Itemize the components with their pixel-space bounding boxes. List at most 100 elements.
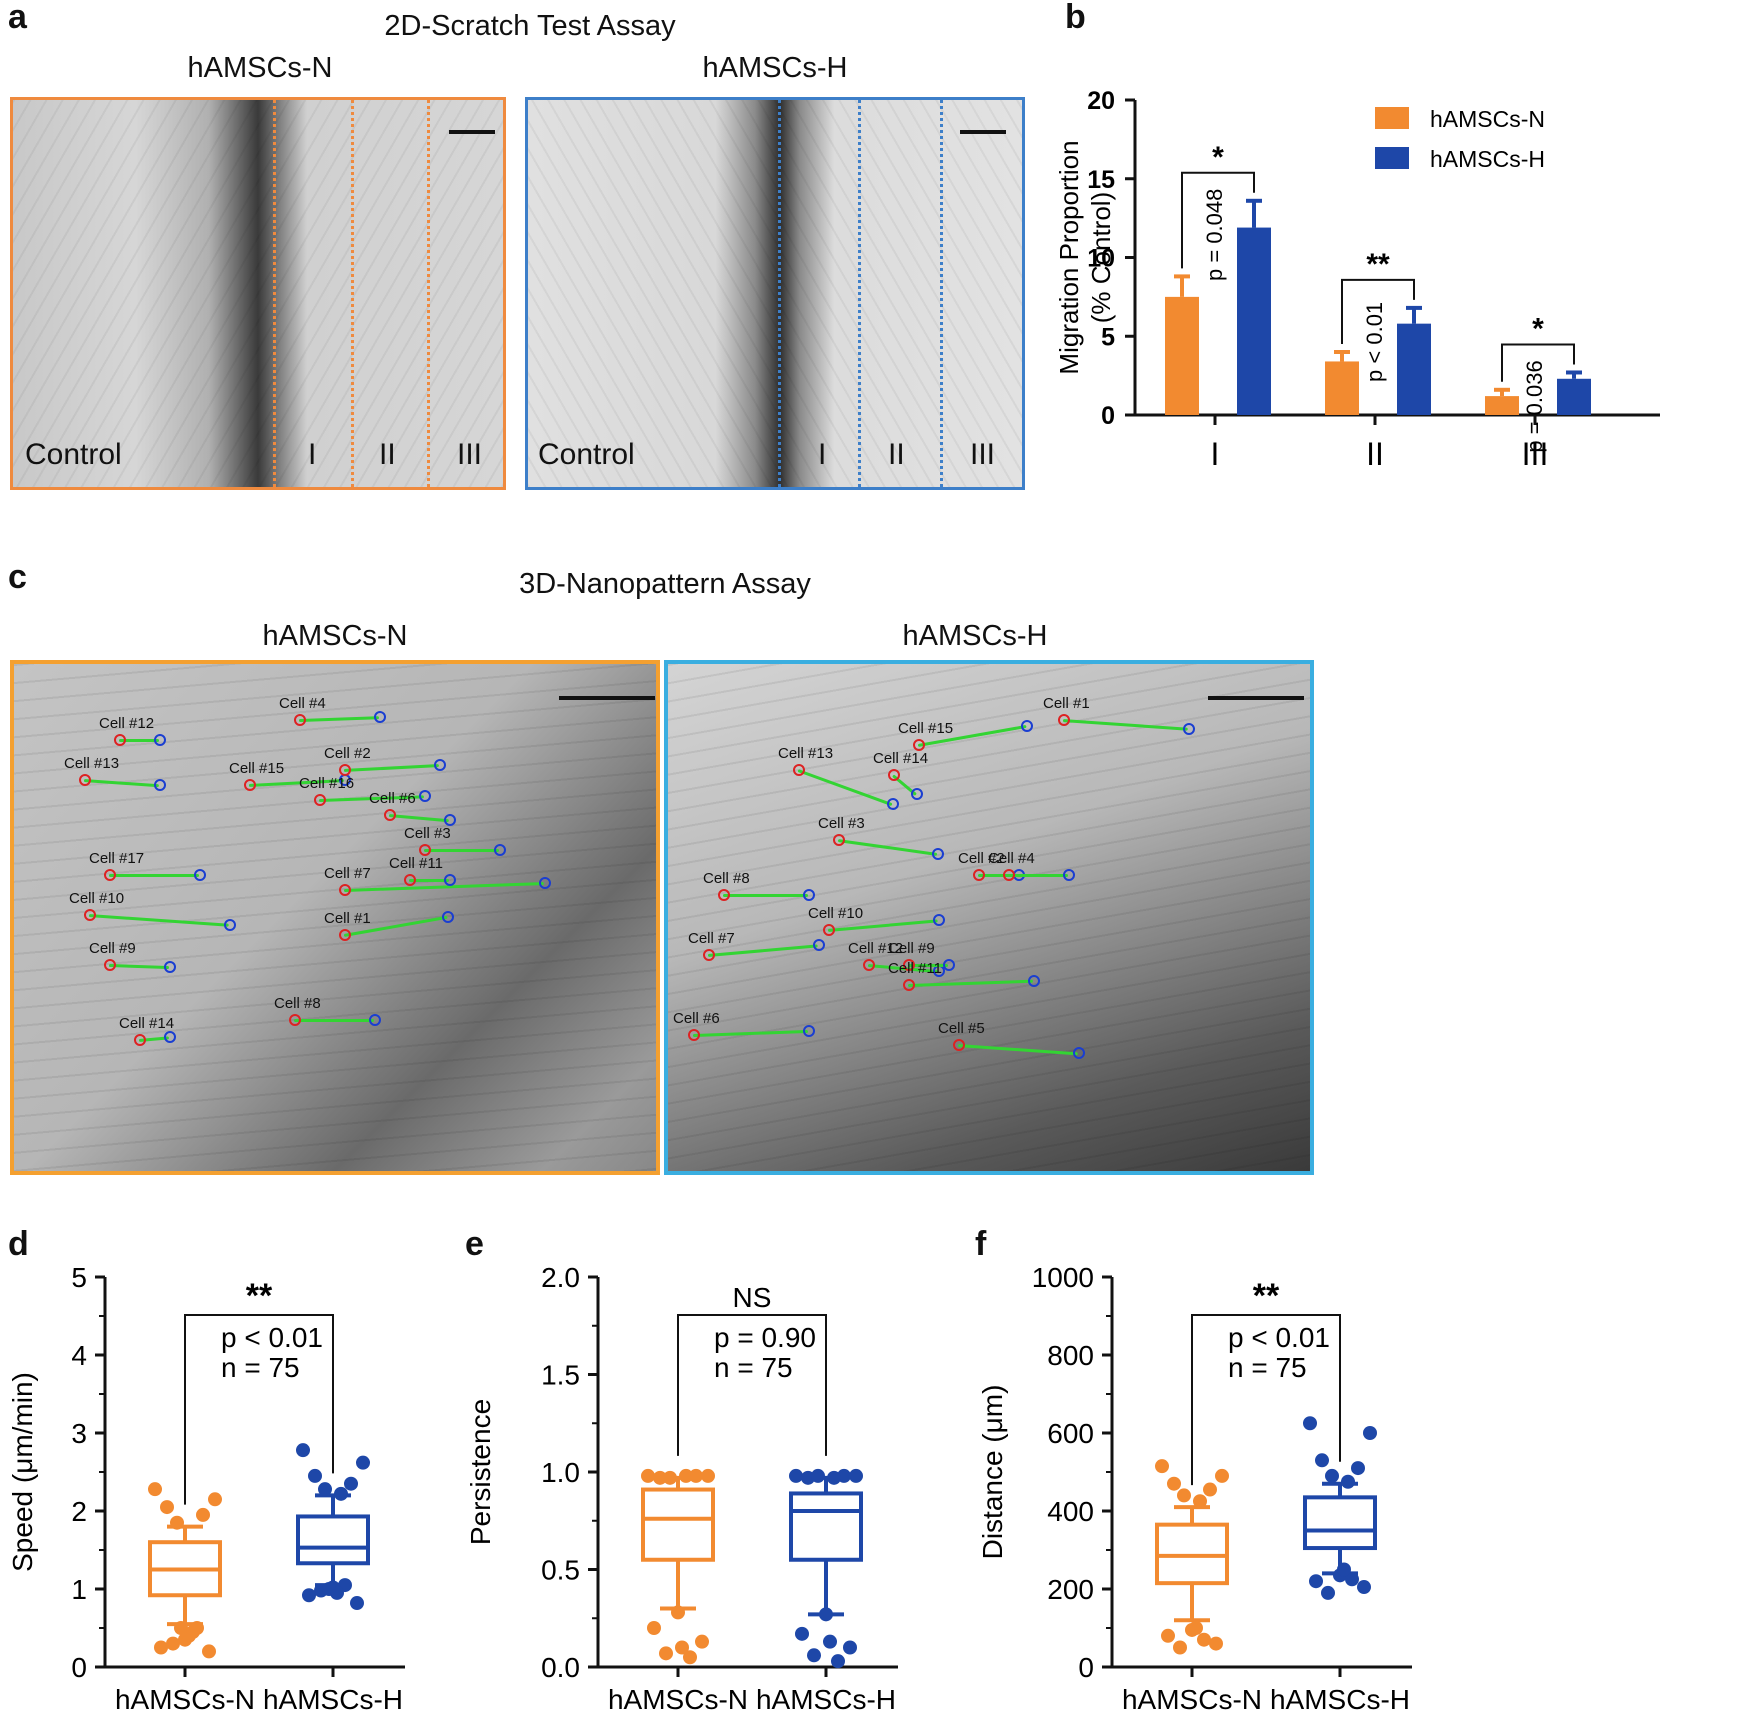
control-label: Control xyxy=(538,438,635,471)
track-start-marker xyxy=(888,769,900,781)
outlier-point xyxy=(653,1470,667,1485)
outlier-point xyxy=(811,1468,825,1483)
cell-track-label: Cell #13 xyxy=(64,755,120,772)
cell-track xyxy=(119,739,159,742)
cell-track-label: Cell #9 xyxy=(888,940,935,957)
track-end-marker xyxy=(153,779,166,792)
cell-track xyxy=(723,894,808,897)
outlier-point xyxy=(296,1443,310,1458)
track-start-marker xyxy=(823,924,835,936)
x-tick-label: hAMSCs-H xyxy=(1270,1684,1410,1715)
track-end-marker xyxy=(1063,869,1075,881)
y-tick-label: 1 xyxy=(71,1574,87,1605)
zone-line-1 xyxy=(273,100,276,487)
outlier-point xyxy=(1177,1488,1191,1503)
track-start-marker xyxy=(718,889,730,901)
cell-track-label: Cell #1 xyxy=(1043,695,1090,712)
p-value-label: p < 0.01 xyxy=(1228,1322,1330,1353)
y-tick-label: 600 xyxy=(1047,1418,1094,1449)
outlier-point xyxy=(1167,1476,1181,1491)
panel-label-f: f xyxy=(975,1225,987,1263)
outlier-point xyxy=(819,1607,833,1622)
track-end-marker xyxy=(886,798,899,811)
cell-track-label: Cell #14 xyxy=(873,750,929,767)
cell-track-label: Cell #14 xyxy=(119,1015,175,1032)
significance-bracket xyxy=(677,1314,827,1456)
outlier-point xyxy=(1351,1461,1365,1476)
outlier-point xyxy=(659,1646,673,1661)
x-tick-label: II xyxy=(1366,436,1384,472)
outlier-point xyxy=(695,1634,709,1649)
outlier-point xyxy=(196,1507,210,1522)
zone-line-2 xyxy=(351,100,354,487)
zone-label-II: II xyxy=(888,438,905,471)
box-hypoxic xyxy=(1303,1495,1377,1551)
outlier-point xyxy=(344,1476,358,1491)
outlier-point xyxy=(827,1470,841,1485)
cell-track-label: Cell #1 xyxy=(324,910,371,927)
outlier-point xyxy=(1363,1426,1377,1440)
legend-label-normoxic: hAMSCs-N xyxy=(1430,106,1545,132)
box-hypoxic xyxy=(789,1491,863,1562)
y-tick-label: 0 xyxy=(1101,402,1115,430)
y-tick-label: 4 xyxy=(71,1340,87,1371)
zone-label-III: III xyxy=(457,438,483,471)
track-start-marker xyxy=(104,869,116,881)
zone-label-I: I xyxy=(818,438,827,471)
track-end-marker xyxy=(1182,722,1195,735)
y-tick-label: 0.5 xyxy=(541,1555,580,1586)
track-start-marker xyxy=(244,779,256,791)
cell-track-label: Cell #17 xyxy=(89,850,145,867)
track-end-marker xyxy=(433,759,446,772)
outlier-point xyxy=(689,1468,703,1483)
outlier-point xyxy=(1341,1474,1355,1489)
p-value-label: p = 0.90 xyxy=(714,1322,816,1353)
bar-hypoxic xyxy=(1397,323,1431,415)
track-start-marker xyxy=(903,959,915,971)
y-tick-label: 1000 xyxy=(1032,1262,1094,1293)
zone-line-3 xyxy=(940,100,943,487)
x-tick-label: hAMSCs-N xyxy=(1122,1684,1262,1715)
box-normoxic xyxy=(641,1487,715,1562)
cell-track-label: Cell #15 xyxy=(898,720,954,737)
x-tick-label: hAMSCs-N xyxy=(608,1684,748,1715)
track-end-marker xyxy=(369,1014,381,1026)
p-value-label: p = 0.048 xyxy=(1202,189,1227,281)
cell-track-label: Cell #7 xyxy=(324,865,371,882)
outlier-point xyxy=(318,1482,332,1497)
track-start-marker xyxy=(339,764,351,776)
cell-track xyxy=(109,874,199,877)
bar-hypoxic xyxy=(1557,378,1591,415)
cell-track-label: Cell #3 xyxy=(818,815,865,832)
track-end-marker xyxy=(442,910,455,923)
outlier-point xyxy=(1345,1572,1359,1587)
track-start-marker xyxy=(688,1029,700,1041)
scratch-image-normoxic: Control I II III xyxy=(10,97,506,490)
track-end-marker xyxy=(194,869,206,881)
y-tick-label: 5 xyxy=(71,1262,87,1293)
outlier-point xyxy=(671,1605,685,1620)
cell-track-label: Cell #11 xyxy=(389,855,443,872)
track-start-marker xyxy=(289,1014,301,1026)
cell-track-label: Cell #10 xyxy=(808,905,864,922)
outlier-point xyxy=(823,1634,837,1649)
y-tick-label: 0 xyxy=(1078,1652,1094,1683)
outlier-point xyxy=(1155,1459,1169,1474)
panel-label-a: a xyxy=(8,0,27,36)
cell-texture xyxy=(668,664,1310,1171)
track-start-marker xyxy=(294,714,306,726)
scale-bar xyxy=(559,696,655,700)
cell-track-label: Cell #7 xyxy=(688,930,735,947)
y-axis-label: Distance (μm) xyxy=(977,1385,1008,1560)
legend-swatch-hypoxic xyxy=(1375,147,1409,169)
cell-track xyxy=(294,1019,374,1022)
outlier-point xyxy=(1189,1621,1203,1635)
track-end-marker xyxy=(444,874,456,886)
p-value-label: p < 0.01 xyxy=(221,1322,323,1353)
significance-bracket xyxy=(184,1314,334,1505)
track-start-marker xyxy=(339,929,351,941)
track-start-marker xyxy=(863,959,875,971)
y-tick-label: 5 xyxy=(1101,323,1115,351)
y-axis-label-line1: Migration Proportion xyxy=(1054,140,1084,374)
cell-track xyxy=(424,849,499,852)
